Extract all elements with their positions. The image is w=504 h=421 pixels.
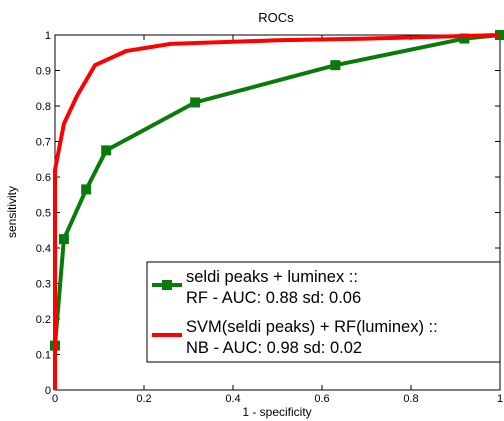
x-tick-label: 0.8 xyxy=(403,393,418,405)
legend-label-1-line-2: RF - AUC: 0.88 sd: 0.06 xyxy=(186,289,361,307)
legend-marker-1 xyxy=(162,280,172,290)
series-1-point xyxy=(101,145,112,156)
chart-title: ROCs xyxy=(258,10,294,25)
y-axis-label: sensitivity xyxy=(5,186,19,238)
y-tick-label: 0.1 xyxy=(36,350,51,362)
series-1-point xyxy=(81,184,92,195)
series-1-point xyxy=(330,60,341,71)
series-1-point xyxy=(58,234,69,245)
series-1-point xyxy=(190,97,201,108)
y-tick-label: 0 xyxy=(45,385,51,397)
x-tick-label: 1 xyxy=(497,393,503,405)
x-tick-label: 0.2 xyxy=(136,393,151,405)
series-line-2 xyxy=(53,33,501,390)
x-tick-label: 0.4 xyxy=(225,393,240,405)
y-tick-label: 0.5 xyxy=(36,208,51,220)
y-tick-label: 0.4 xyxy=(36,243,51,255)
series-layer xyxy=(50,30,504,390)
legend-box xyxy=(146,261,501,363)
x-axis-label: 1 - specificity xyxy=(242,405,311,419)
x-tick-label: 0.6 xyxy=(314,393,329,405)
legend: seldi peaks + luminex ::RF - AUC: 0.88 s… xyxy=(146,261,501,363)
series-1-point xyxy=(459,33,470,44)
y-tick-label: 0.7 xyxy=(36,137,51,149)
x-tick-label: 0 xyxy=(52,393,58,405)
legend-label-2-line-1: SVM(seldi peaks) + RF(luminex) :: xyxy=(186,318,438,336)
legend-label-1-line-1: seldi peaks + luminex :: xyxy=(186,268,358,286)
y-tick-label: 0.9 xyxy=(36,66,51,78)
legend-label-2-line-2: NB - AUC: 0.98 sd: 0.02 xyxy=(186,339,362,357)
y-tick-label: 0.3 xyxy=(36,279,51,291)
y-tick-label: 0.6 xyxy=(36,172,51,184)
y-tick-label: 0.8 xyxy=(36,101,51,113)
y-tick-label: 0.2 xyxy=(36,314,51,326)
y-tick-label: 1 xyxy=(45,30,51,42)
